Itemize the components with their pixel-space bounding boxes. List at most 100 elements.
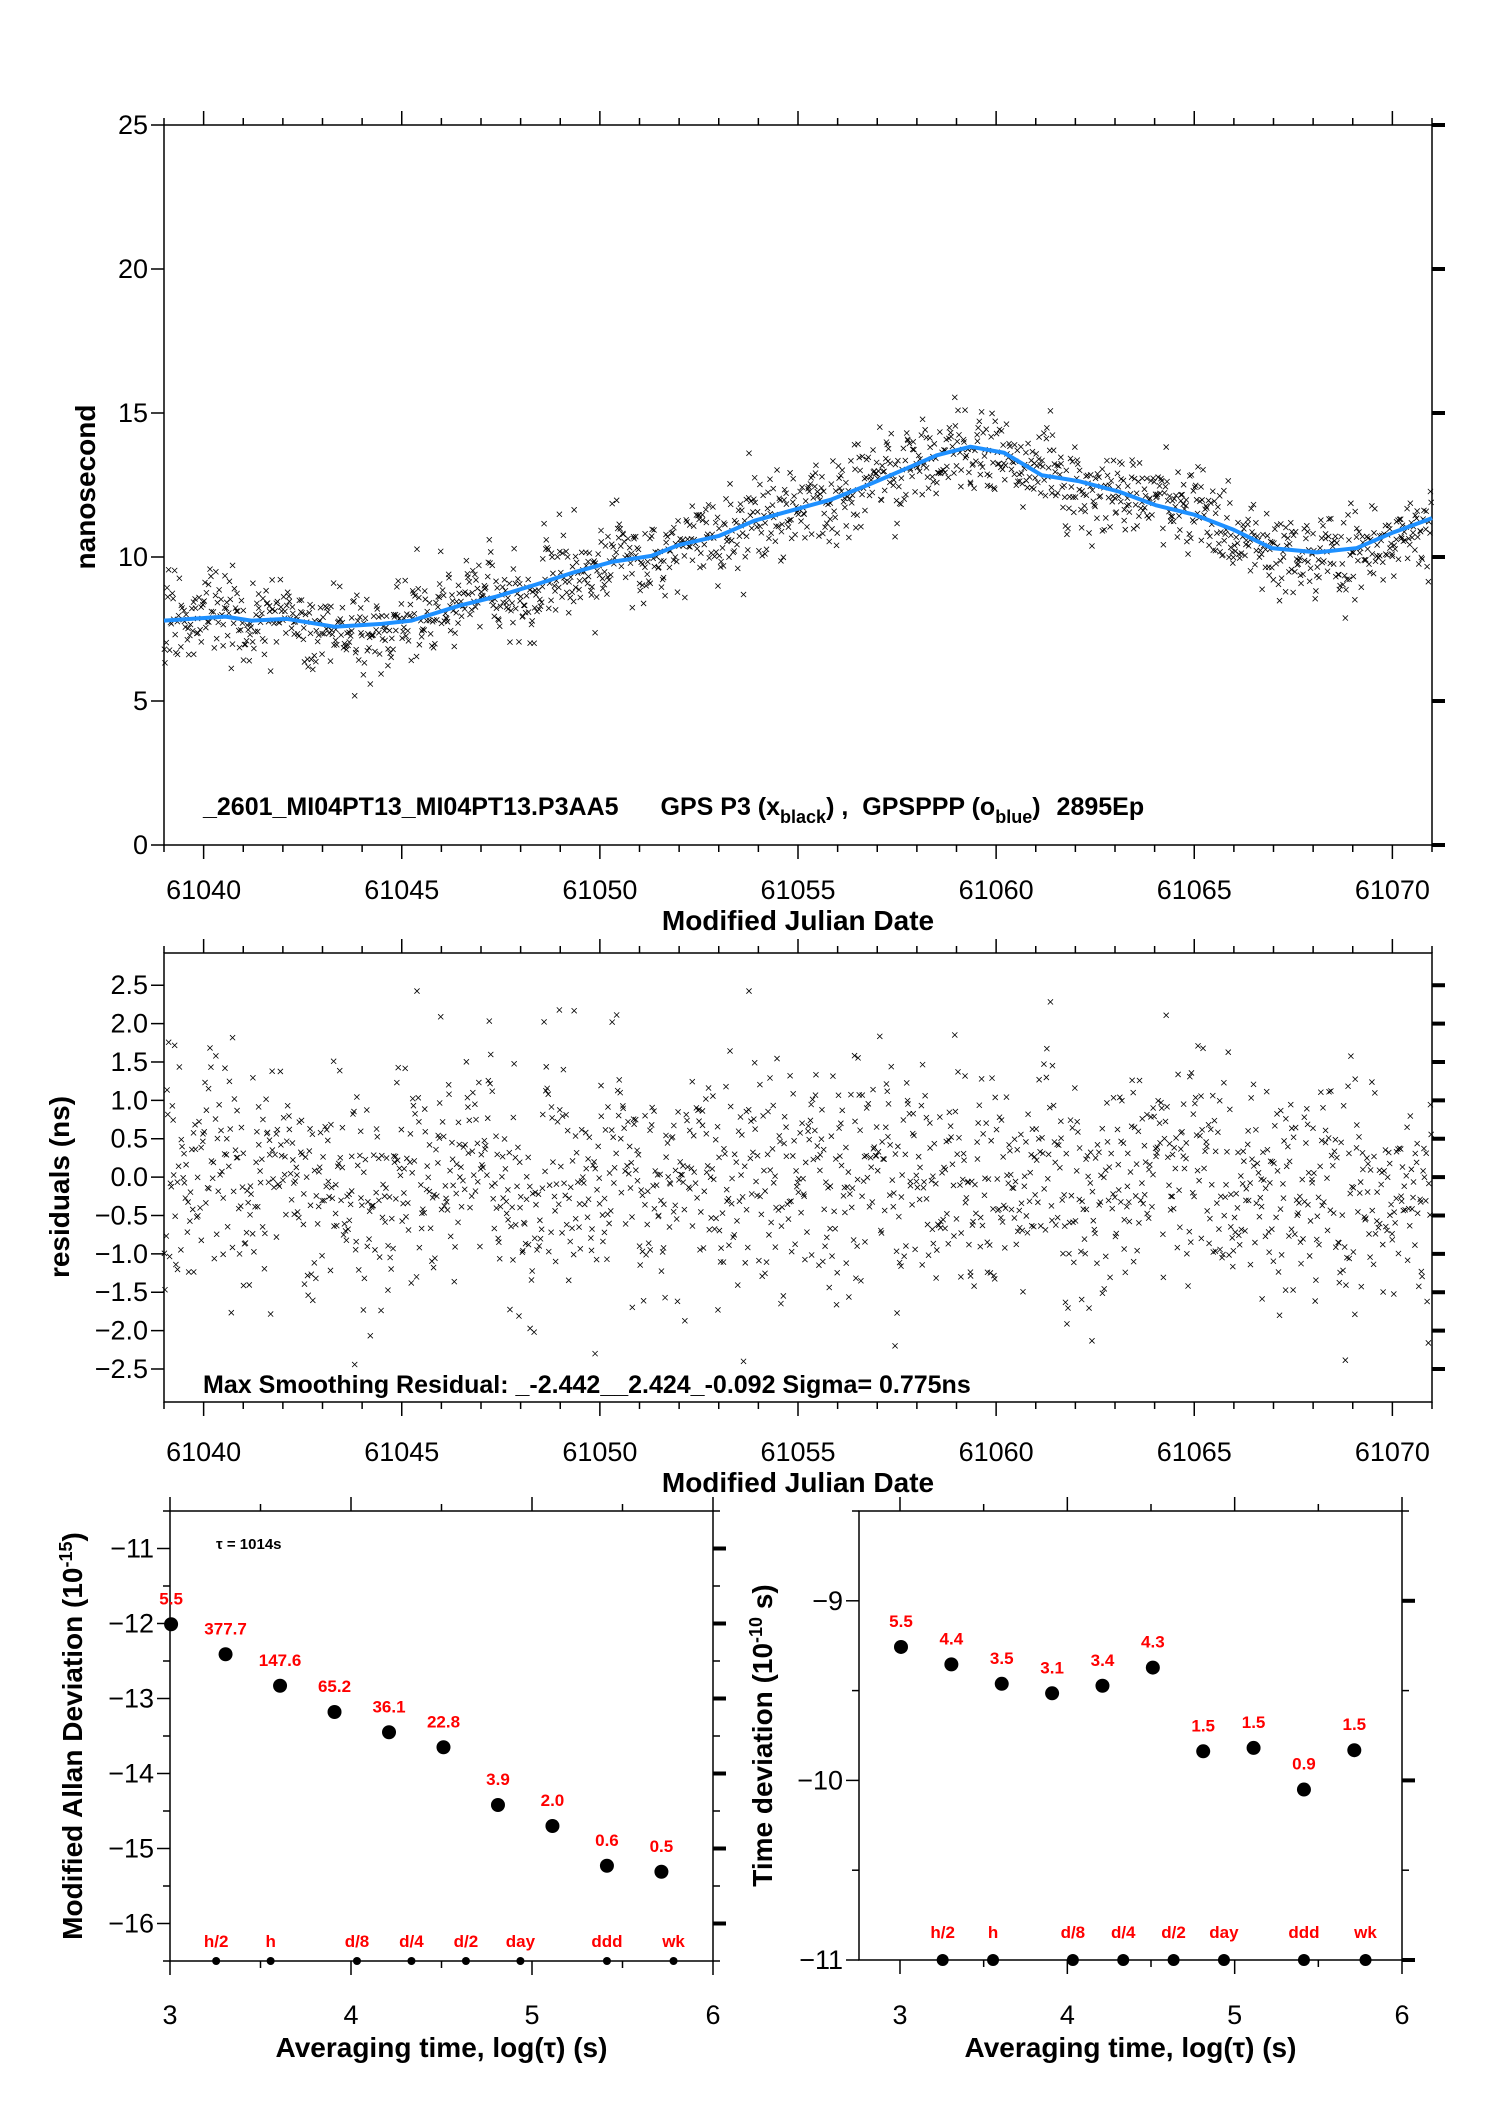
scatter-point bbox=[952, 423, 959, 429]
scatter-point bbox=[203, 1107, 210, 1114]
scatter-point bbox=[403, 633, 409, 639]
interval-marker-label: d/4 bbox=[1111, 1923, 1136, 1942]
scatter-point bbox=[510, 1114, 517, 1121]
scatter-point bbox=[615, 1112, 622, 1119]
scatter-point bbox=[1224, 514, 1230, 521]
scatter-point bbox=[751, 474, 758, 481]
scatter-point bbox=[1326, 516, 1332, 522]
scatter-point bbox=[674, 1298, 681, 1305]
scatter-point bbox=[651, 1108, 657, 1114]
scatter-point bbox=[391, 1159, 398, 1166]
scatter-point bbox=[894, 520, 900, 527]
scatter-point bbox=[572, 553, 579, 560]
scatter-point bbox=[929, 473, 936, 480]
scatter-point bbox=[923, 465, 930, 471]
point-label: 1.5 bbox=[1242, 1713, 1266, 1732]
scatter-point bbox=[649, 1104, 656, 1111]
scatter-point bbox=[1340, 1102, 1347, 1109]
scatter-point bbox=[1057, 1118, 1064, 1125]
scatter-point bbox=[845, 1294, 852, 1300]
scatter-point bbox=[991, 484, 997, 491]
scatter-point bbox=[794, 1179, 801, 1186]
scatter-point bbox=[1393, 536, 1400, 543]
scatter-point bbox=[1078, 1248, 1084, 1255]
scatter-point bbox=[1230, 1247, 1237, 1254]
scatter-point bbox=[769, 502, 776, 508]
scatter-point bbox=[831, 1208, 838, 1215]
scatter-point bbox=[813, 1071, 819, 1078]
scatter-point bbox=[534, 1246, 540, 1253]
scatter-point bbox=[523, 1196, 530, 1203]
scatter-point bbox=[1216, 540, 1222, 547]
scatter-point bbox=[228, 665, 235, 672]
scatter-point bbox=[710, 1176, 717, 1183]
scatter-point bbox=[1160, 541, 1167, 548]
scatter-point bbox=[1210, 547, 1217, 554]
scatter-point bbox=[252, 1203, 258, 1210]
scatter-point bbox=[1427, 1101, 1434, 1108]
scatter-point bbox=[383, 624, 389, 631]
scatter-point bbox=[307, 1202, 314, 1209]
scatter-point bbox=[711, 553, 718, 560]
scatter-point bbox=[1252, 1239, 1258, 1246]
scatter-point bbox=[1217, 1193, 1224, 1200]
scatter-point bbox=[559, 550, 566, 556]
scatter-point bbox=[676, 1176, 682, 1183]
scatter-point bbox=[273, 639, 280, 645]
scatter-point bbox=[663, 1132, 669, 1139]
scatter-point bbox=[489, 562, 496, 569]
scatter-point bbox=[416, 641, 423, 648]
scatter-point bbox=[1111, 1194, 1118, 1201]
scatter-point bbox=[1020, 504, 1026, 510]
scatter-point bbox=[964, 1179, 971, 1186]
scatter-point bbox=[237, 627, 244, 633]
scatter-point bbox=[1278, 1252, 1285, 1258]
scatter-point bbox=[925, 485, 932, 492]
scatter-point bbox=[865, 454, 872, 461]
scatter-point bbox=[581, 576, 588, 583]
scatter-point bbox=[296, 597, 303, 604]
scatter-point bbox=[635, 1151, 642, 1158]
scatter-point bbox=[307, 1125, 313, 1132]
scatter-point bbox=[355, 657, 362, 663]
scatter-point bbox=[433, 1146, 439, 1153]
scatter-point bbox=[240, 1150, 247, 1157]
scatter-point bbox=[726, 554, 732, 561]
scatter-point bbox=[602, 543, 609, 549]
scatter-point bbox=[862, 507, 868, 514]
scatter-point bbox=[1364, 546, 1371, 552]
scatter-point bbox=[434, 604, 441, 610]
scatter-point bbox=[1348, 500, 1354, 507]
scatter-point bbox=[240, 1282, 247, 1289]
scatter-point bbox=[1238, 550, 1245, 557]
scatter-point bbox=[220, 621, 227, 628]
scatter-point bbox=[896, 500, 903, 507]
x-axis-title: Averaging time, log(τ) (s) bbox=[965, 2032, 1297, 2063]
scatter-point bbox=[364, 647, 371, 654]
scatter-point bbox=[586, 550, 593, 556]
scatter-point bbox=[1072, 494, 1079, 500]
scatter-point bbox=[1317, 545, 1324, 551]
scatter-point bbox=[647, 1246, 654, 1253]
scatter-point bbox=[1160, 1274, 1167, 1281]
scatter-point bbox=[1060, 1250, 1066, 1257]
scatter-point bbox=[726, 1242, 732, 1249]
scatter-point bbox=[202, 624, 209, 631]
scatter-point bbox=[172, 1261, 179, 1268]
scatter-point bbox=[697, 1209, 704, 1215]
scatter-point bbox=[266, 603, 273, 609]
scatter-point bbox=[1169, 1151, 1176, 1158]
scatter-point bbox=[635, 546, 642, 553]
scatter-point bbox=[199, 1138, 206, 1145]
scatter-point bbox=[610, 1180, 617, 1186]
scatter-point bbox=[1322, 531, 1329, 537]
scatter-point bbox=[933, 479, 940, 486]
scatter-point bbox=[495, 616, 502, 622]
scatter-point bbox=[1033, 1126, 1040, 1132]
scatter-point bbox=[632, 1167, 639, 1174]
scatter-point bbox=[516, 638, 522, 645]
scatter-point bbox=[538, 1226, 545, 1233]
scatter-point bbox=[1190, 487, 1197, 494]
scatter-point bbox=[839, 1107, 846, 1114]
scatter-point bbox=[1179, 491, 1185, 498]
